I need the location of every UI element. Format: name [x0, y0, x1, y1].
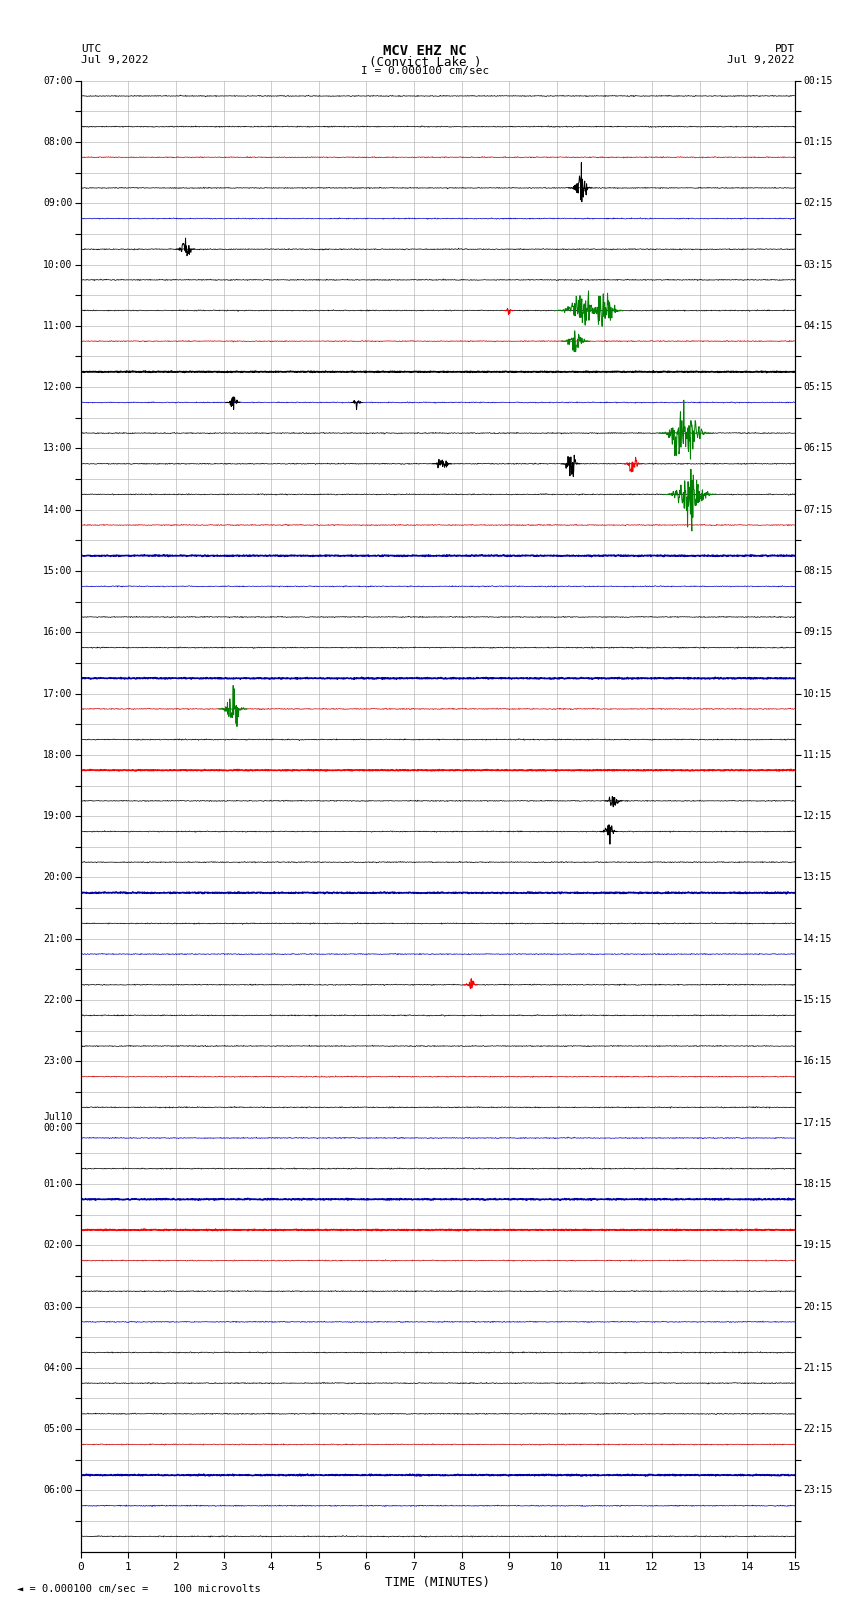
Text: Jul 9,2022: Jul 9,2022 [81, 55, 148, 65]
Text: UTC: UTC [81, 44, 101, 55]
Text: (Convict Lake ): (Convict Lake ) [369, 56, 481, 69]
Text: I = 0.000100 cm/sec: I = 0.000100 cm/sec [361, 66, 489, 76]
Text: Jul 9,2022: Jul 9,2022 [728, 55, 795, 65]
Text: PDT: PDT [774, 44, 795, 55]
Text: MCV EHZ NC: MCV EHZ NC [383, 44, 467, 58]
X-axis label: TIME (MINUTES): TIME (MINUTES) [385, 1576, 490, 1589]
Text: ◄ = 0.000100 cm/sec =    100 microvolts: ◄ = 0.000100 cm/sec = 100 microvolts [17, 1584, 261, 1594]
